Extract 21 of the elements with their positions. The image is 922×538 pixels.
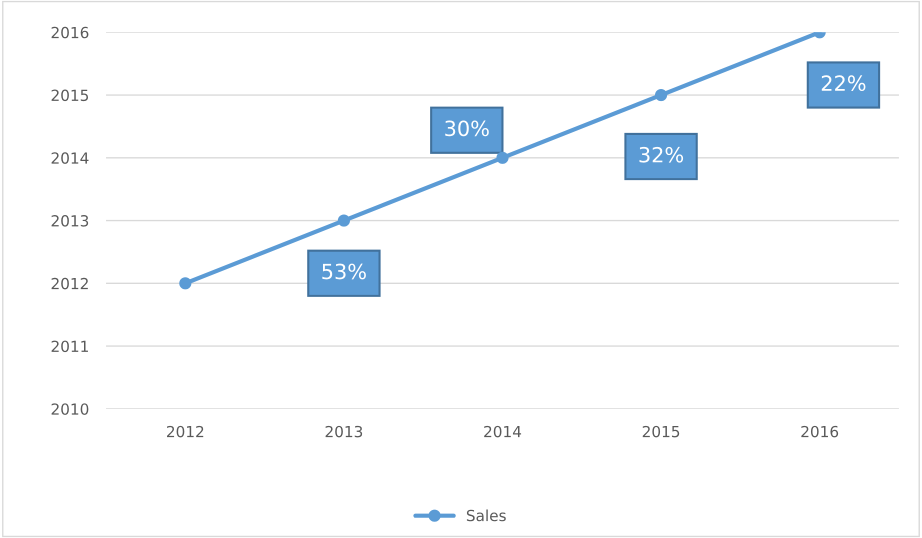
point — [338, 214, 350, 227]
x-tick-label: 2014 — [484, 426, 522, 438]
point — [655, 88, 668, 102]
y-tick-label: 2014 — [52, 152, 89, 164]
x-tick-label: 2016 — [801, 426, 838, 438]
x-tick-label: 2015 — [642, 426, 680, 438]
annotation: 30% — [445, 120, 489, 136]
annotation: 32% — [640, 146, 684, 163]
annotation: 22% — [822, 75, 866, 92]
point — [496, 152, 509, 164]
legend-label: Sales — [466, 509, 506, 522]
x-tick-label: 2012 — [167, 426, 204, 438]
y-tick-label: 2012 — [52, 278, 88, 290]
point — [179, 277, 192, 290]
y-tick-label: 2011 — [52, 340, 88, 352]
y-tick-label: 2016 — [52, 26, 88, 38]
y-tick-label: 2013 — [52, 215, 88, 227]
x-tick-label: 2013 — [326, 426, 362, 438]
annotation: 53% — [322, 264, 366, 280]
y-tick-label: 2010 — [52, 403, 88, 415]
y-tick-label: 2015 — [52, 90, 88, 102]
